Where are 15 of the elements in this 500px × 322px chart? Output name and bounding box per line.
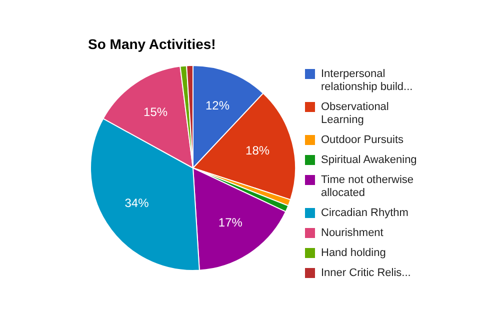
data-label: 15% (144, 105, 168, 120)
data-label: 34% (124, 196, 150, 210)
legend-label: Circadian Rhythm (321, 207, 408, 220)
legend-label: Time not otherwise allocated (321, 174, 415, 200)
legend-label: Observational Learning (321, 101, 390, 127)
legend-label: Hand holding (321, 247, 386, 260)
legend-label: Inner Critic Relis... (321, 267, 411, 280)
data-label: 12% (206, 98, 230, 112)
legend-label: Nourishment (321, 227, 384, 240)
legend-label: Spiritual Awakening (321, 154, 417, 167)
legend-label: Outdoor Pursuits (321, 134, 404, 147)
data-label: 18% (246, 144, 270, 158)
chart-title: So Many Activities! (88, 36, 216, 52)
data-label: 17% (218, 215, 243, 230)
legend-label: Interpersonal relationship build... (321, 68, 414, 94)
